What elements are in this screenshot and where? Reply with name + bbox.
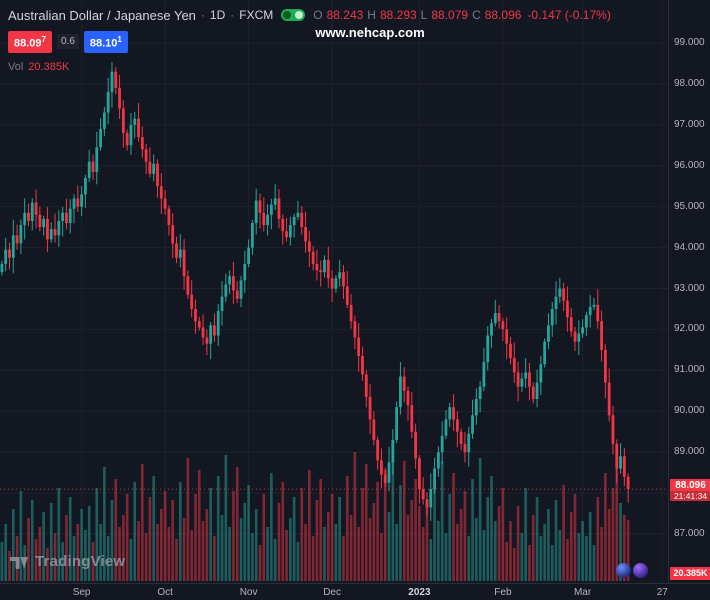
bid-ask-row: 88.097 0.6 88.101 [8, 31, 611, 53]
open-value: 88.243 [326, 8, 364, 22]
close-label: C [472, 8, 481, 22]
time-axis[interactable]: Sep Oct Nov Dec 2023 Feb Mar 27 [0, 583, 710, 600]
price-tick-label: 96.000 [674, 159, 705, 171]
time-tick-label: Nov [239, 587, 258, 598]
time-tick-label: Feb [494, 587, 512, 598]
ohlc-readout: O 88.243 H 88.293 L 88.079 C 88.096 -0.147 (… [313, 8, 611, 22]
price-tick-label: 94.000 [674, 241, 705, 253]
price-tick-label: 95.000 [674, 200, 705, 212]
change-value: -0.147 (-0.17%) [527, 8, 611, 22]
volume-value: 20.385K [28, 60, 70, 73]
ask-button[interactable]: 88.101 [83, 31, 128, 53]
time-tick-label: Mar [573, 587, 592, 598]
bar-countdown: 21:41:34 [670, 491, 710, 502]
low-value: 88.079 [431, 8, 469, 22]
last-price-badge: 88.096 21:41:34 [670, 479, 710, 502]
indicator-toggle[interactable] [281, 9, 306, 21]
price-tick-label: 92.000 [674, 323, 705, 335]
price-tick-label: 89.000 [674, 446, 705, 458]
bid-superscript: 7 [41, 35, 46, 44]
emoji-badge-1[interactable] [616, 563, 631, 578]
exchange-label: FXCM [239, 8, 274, 22]
ask-superscript: 1 [117, 35, 122, 44]
time-tick-label: Sep [72, 587, 91, 598]
high-label: H [367, 8, 376, 22]
price-tick-label: 97.000 [674, 118, 705, 130]
spread-value: 0.6 [56, 34, 79, 50]
close-value: 88.096 [484, 8, 522, 22]
price-tick-label: 93.000 [674, 282, 705, 294]
price-tick-label: 91.000 [674, 364, 705, 376]
volume-row: Vol 20.385K [8, 61, 611, 73]
price-tick-label: 87.000 [674, 528, 705, 539]
separator-dot: · [200, 8, 205, 22]
time-tick-label: Dec [323, 587, 341, 598]
last-price-value: 88.096 [675, 480, 706, 492]
time-tick-label: 27 [656, 587, 668, 598]
separator-dot: · [230, 8, 235, 22]
price-axis[interactable]: 88.096 21:41:34 20.385K 99.000 98.000 97.0… [668, 0, 710, 583]
symbol-title[interactable]: Australian Dollar / Japanese Yen [8, 7, 196, 23]
price-tick-label: 99.000 [674, 37, 705, 48]
time-tick-label: Oct [157, 587, 173, 598]
tradingview-mark-icon [10, 557, 28, 569]
tradingview-label: TradingView [35, 553, 126, 570]
volume-badge: 20.385K [670, 567, 710, 580]
volume-bars [0, 446, 630, 582]
toggle-dot-dark-icon [283, 11, 292, 19]
price-tick-label: 98.000 [674, 77, 705, 89]
bid-value: 88.09 [14, 37, 42, 50]
open-label: O [313, 8, 323, 22]
low-label: L [420, 8, 428, 22]
high-value: 88.293 [379, 8, 417, 22]
interval-label[interactable]: 1D [209, 8, 226, 22]
watermark: www.nehcap.com [315, 25, 425, 40]
chart-legend: Australian Dollar / Japanese Yen · 1D · … [8, 6, 611, 73]
bid-button[interactable]: 88.097 [8, 31, 52, 53]
tradingview-logo[interactable]: TradingView [10, 552, 125, 571]
time-tick-label: 2023 [408, 587, 431, 598]
candles [0, 62, 630, 521]
toggle-dot-light-icon [295, 11, 304, 19]
ask-value: 88.10 [89, 37, 118, 50]
price-tick-label: 90.000 [674, 405, 705, 417]
volume-label: Vol [8, 60, 24, 73]
emoji-badge-2[interactable] [633, 563, 648, 578]
symbol-row: Australian Dollar / Japanese Yen · 1D · … [8, 6, 611, 24]
